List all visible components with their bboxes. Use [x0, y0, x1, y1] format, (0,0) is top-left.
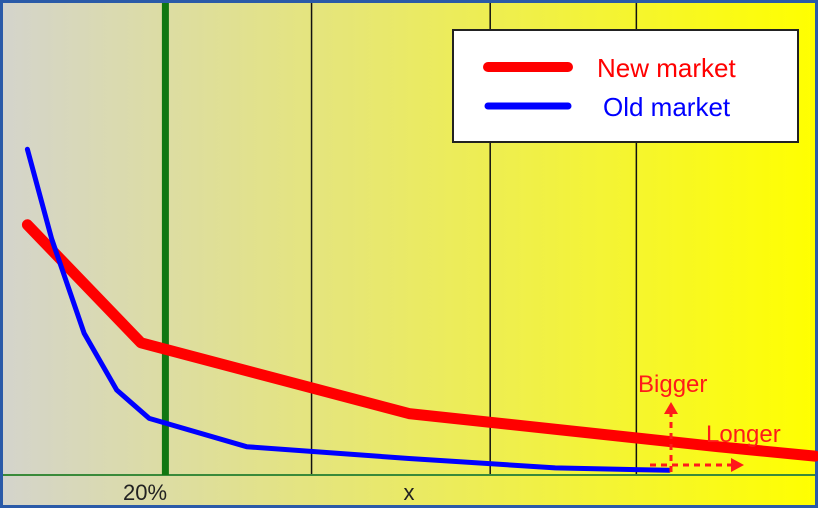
annotation-bigger: Bigger — [638, 371, 707, 398]
x-tick-label-20pct: 20% — [123, 480, 167, 505]
legend-label-old-market: Old market — [603, 92, 731, 122]
x-tick-label-x: x — [404, 480, 415, 505]
series-line-new-market — [21, 219, 818, 462]
growth-arrows: Bigger Longer — [638, 371, 781, 472]
series-line-old-market — [24, 146, 672, 473]
annotation-longer: Longer — [706, 421, 781, 448]
legend-box — [452, 29, 799, 143]
series-layer — [21, 146, 818, 473]
longer-arrowhead-icon — [731, 458, 744, 472]
legend: New market Old market — [452, 29, 799, 143]
legend-label-new-market: New market — [597, 53, 736, 83]
bigger-arrowhead-icon — [664, 402, 678, 414]
